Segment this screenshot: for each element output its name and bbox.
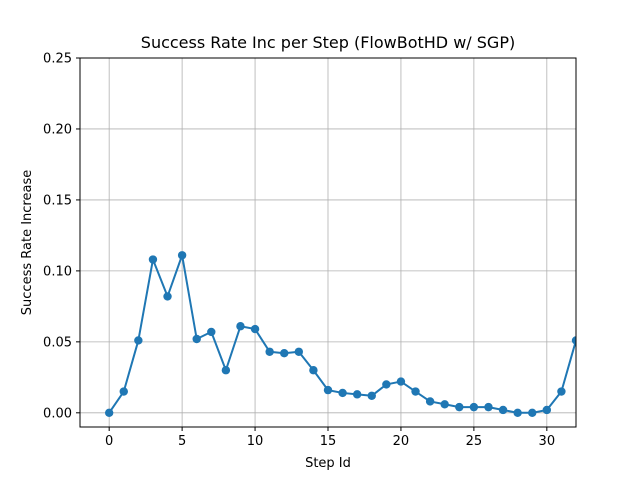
data-point	[352, 390, 362, 399]
y-tick-label: 0.15	[43, 193, 72, 208]
data-point	[148, 255, 158, 264]
data-point	[323, 385, 333, 395]
series-group	[104, 251, 576, 418]
data-point	[236, 322, 245, 331]
series-layer	[104, 251, 576, 418]
data-point	[294, 347, 304, 356]
data-point	[367, 391, 376, 400]
chart-title: Success Rate Inc per Step (FlowBotHD w/ …	[141, 33, 515, 52]
y-tick-label: 0.05	[43, 335, 72, 350]
data-point	[221, 366, 231, 375]
data-point	[542, 405, 552, 415]
data-point	[469, 402, 479, 412]
data-point	[396, 377, 406, 386]
x-tick-label: 0	[105, 434, 113, 449]
data-point	[250, 324, 260, 334]
data-point	[484, 402, 493, 412]
data-point	[177, 251, 187, 260]
y-tick-label: 0.00	[43, 406, 72, 421]
data-point	[571, 336, 576, 345]
ticks: 0 5 10 15 20 25 30 0.00 0.05 0.10 0.15 0.20 0.25	[43, 52, 555, 450]
y-axis-label: Success Rate Increase	[20, 170, 35, 315]
x-axis-label: Step Id	[305, 456, 351, 471]
x-tick-label: 10	[247, 434, 264, 449]
data-point	[104, 408, 114, 418]
x-tick-label: 5	[178, 434, 186, 449]
data-point	[382, 380, 391, 389]
data-point	[265, 347, 274, 356]
data-point	[513, 408, 522, 418]
x-tick-label: 15	[320, 434, 337, 449]
y-tick-label: 0.25	[43, 52, 72, 67]
data-point	[163, 292, 172, 301]
data-point	[455, 402, 464, 412]
data-point	[528, 408, 537, 418]
data-point	[280, 349, 289, 358]
data-point	[119, 387, 128, 396]
data-point	[498, 405, 508, 415]
data-point	[192, 334, 201, 344]
data-point	[207, 327, 216, 337]
y-tick-label: 0.10	[43, 264, 72, 279]
x-tick-label: 30	[539, 434, 556, 449]
data-point	[440, 400, 449, 409]
data-point	[557, 387, 566, 396]
data-point	[309, 366, 318, 375]
data-point	[134, 336, 143, 345]
grid	[80, 57, 576, 427]
x-tick-label: 25	[466, 434, 483, 449]
data-point	[411, 387, 420, 396]
y-tick-label: 0.20	[43, 122, 72, 137]
data-point	[425, 397, 435, 406]
x-tick-label: 20	[393, 434, 410, 449]
data-point	[338, 388, 347, 398]
